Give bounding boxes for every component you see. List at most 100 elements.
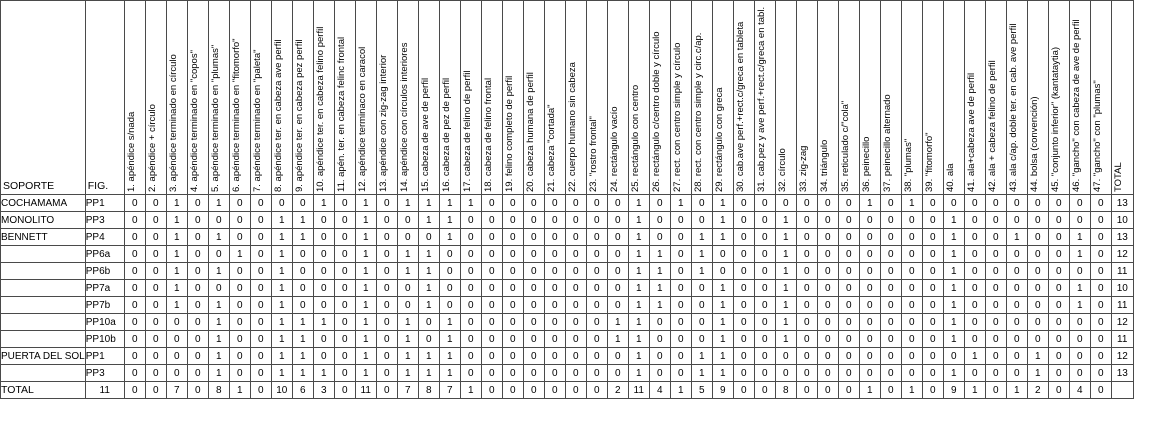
cell-attribute-31[interactable]: 0 bbox=[753, 245, 776, 263]
cell-attribute-18[interactable]: 0 bbox=[480, 296, 503, 314]
cell-attribute-42[interactable]: 0 bbox=[984, 245, 1007, 263]
cell-attribute-1[interactable]: 0 bbox=[123, 347, 146, 365]
cell-attribute-15[interactable]: 1 bbox=[417, 279, 440, 297]
cell-attribute-7[interactable]: 0 bbox=[249, 381, 272, 399]
cell-attribute-10[interactable]: 0 bbox=[312, 347, 335, 365]
cell-attribute-28[interactable]: 1 bbox=[690, 245, 713, 263]
cell-attribute-31[interactable]: 0 bbox=[753, 381, 776, 399]
cell-attribute-38[interactable]: 0 bbox=[900, 330, 923, 348]
cell-attribute-37[interactable]: 0 bbox=[879, 330, 902, 348]
cell-attribute-47[interactable]: 0 bbox=[1089, 347, 1112, 365]
cell-attribute-30[interactable]: 0 bbox=[732, 194, 755, 212]
cell-attribute-44[interactable]: 0 bbox=[1026, 245, 1049, 263]
cell-attribute-46[interactable]: 1 bbox=[1068, 279, 1091, 297]
cell-attribute-5[interactable]: 1 bbox=[207, 228, 230, 246]
cell-attribute-5[interactable]: 8 bbox=[207, 381, 230, 399]
cell-attribute-2[interactable]: 0 bbox=[144, 313, 167, 331]
cell-attribute-41[interactable]: 0 bbox=[963, 364, 986, 382]
cell-attribute-12[interactable]: 1 bbox=[354, 296, 377, 314]
cell-attribute-11[interactable]: 0 bbox=[333, 313, 356, 331]
cell-attribute-7[interactable]: 0 bbox=[249, 262, 272, 280]
cell-attribute-39[interactable]: 0 bbox=[921, 228, 944, 246]
cell-attribute-47[interactable]: 0 bbox=[1089, 262, 1112, 280]
cell-attribute-26[interactable]: 0 bbox=[648, 194, 671, 212]
cell-attribute-15[interactable]: 1 bbox=[417, 211, 440, 229]
cell-attribute-32[interactable]: 1 bbox=[774, 279, 797, 297]
cell-attribute-31[interactable]: 0 bbox=[753, 228, 776, 246]
cell-attribute-37[interactable]: 0 bbox=[879, 347, 902, 365]
cell-attribute-39[interactable]: 0 bbox=[921, 211, 944, 229]
cell-attribute-9[interactable]: 0 bbox=[291, 279, 314, 297]
cell-attribute-9[interactable]: 0 bbox=[291, 245, 314, 263]
cell-row-total[interactable]: 12 bbox=[1110, 313, 1134, 331]
cell-attribute-29[interactable]: 1 bbox=[711, 228, 734, 246]
cell-attribute-28[interactable]: 1 bbox=[690, 347, 713, 365]
cell-attribute-26[interactable]: 1 bbox=[648, 279, 671, 297]
cell-attribute-40[interactable]: 1 bbox=[942, 313, 965, 331]
cell-attribute-39[interactable]: 0 bbox=[921, 194, 944, 212]
cell-attribute-37[interactable]: 0 bbox=[879, 228, 902, 246]
cell-attribute-9[interactable]: 0 bbox=[291, 296, 314, 314]
cell-attribute-24[interactable]: 0 bbox=[606, 364, 629, 382]
cell-attribute-6[interactable]: 0 bbox=[228, 211, 251, 229]
cell-attribute-41[interactable]: 0 bbox=[963, 228, 986, 246]
cell-attribute-11[interactable]: 0 bbox=[333, 279, 356, 297]
cell-attribute-25[interactable]: 1 bbox=[627, 364, 650, 382]
cell-attribute-9[interactable]: 1 bbox=[291, 330, 314, 348]
cell-attribute-14[interactable]: 7 bbox=[396, 381, 419, 399]
cell-attribute-47[interactable]: 0 bbox=[1089, 381, 1112, 399]
cell-attribute-36[interactable]: 0 bbox=[858, 364, 881, 382]
cell-attribute-18[interactable]: 0 bbox=[480, 228, 503, 246]
cell-attribute-18[interactable]: 0 bbox=[480, 330, 503, 348]
cell-attribute-18[interactable]: 0 bbox=[480, 313, 503, 331]
cell-attribute-6[interactable]: 0 bbox=[228, 228, 251, 246]
cell-attribute-24[interactable]: 0 bbox=[606, 279, 629, 297]
cell-attribute-2[interactable]: 0 bbox=[144, 364, 167, 382]
cell-attribute-22[interactable]: 0 bbox=[564, 194, 587, 212]
cell-attribute-20[interactable]: 0 bbox=[522, 313, 545, 331]
cell-attribute-11[interactable]: 0 bbox=[333, 262, 356, 280]
cell-attribute-4[interactable]: 0 bbox=[186, 330, 209, 348]
cell-attribute-14[interactable]: 1 bbox=[396, 330, 419, 348]
cell-attribute-42[interactable]: 0 bbox=[984, 279, 1007, 297]
cell-attribute-13[interactable]: 0 bbox=[375, 262, 398, 280]
cell-attribute-20[interactable]: 0 bbox=[522, 262, 545, 280]
cell-attribute-33[interactable]: 0 bbox=[795, 194, 818, 212]
cell-attribute-10[interactable]: 0 bbox=[312, 296, 335, 314]
cell-attribute-32[interactable]: 0 bbox=[774, 364, 797, 382]
cell-attribute-6[interactable]: 0 bbox=[228, 279, 251, 297]
cell-attribute-3[interactable]: 1 bbox=[165, 279, 188, 297]
cell-support[interactable] bbox=[0, 279, 86, 297]
cell-attribute-29[interactable]: 9 bbox=[711, 381, 734, 399]
cell-attribute-30[interactable]: 0 bbox=[732, 245, 755, 263]
cell-attribute-9[interactable]: 1 bbox=[291, 347, 314, 365]
cell-attribute-24[interactable]: 0 bbox=[606, 211, 629, 229]
cell-attribute-26[interactable]: 0 bbox=[648, 313, 671, 331]
cell-attribute-27[interactable]: 0 bbox=[669, 211, 692, 229]
cell-attribute-12[interactable]: 1 bbox=[354, 313, 377, 331]
cell-row-total[interactable] bbox=[1110, 381, 1134, 399]
cell-attribute-9[interactable]: 1 bbox=[291, 228, 314, 246]
cell-attribute-41[interactable]: 0 bbox=[963, 245, 986, 263]
cell-attribute-7[interactable]: 0 bbox=[249, 211, 272, 229]
cell-attribute-46[interactable]: 0 bbox=[1068, 211, 1091, 229]
cell-attribute-8[interactable]: 1 bbox=[270, 347, 293, 365]
cell-attribute-36[interactable]: 0 bbox=[858, 296, 881, 314]
cell-attribute-36[interactable]: 0 bbox=[858, 279, 881, 297]
cell-support[interactable] bbox=[0, 313, 86, 331]
cell-attribute-6[interactable]: 0 bbox=[228, 296, 251, 314]
cell-attribute-33[interactable]: 0 bbox=[795, 228, 818, 246]
cell-attribute-4[interactable]: 0 bbox=[186, 364, 209, 382]
cell-attribute-17[interactable]: 0 bbox=[459, 330, 482, 348]
cell-attribute-18[interactable]: 0 bbox=[480, 279, 503, 297]
cell-attribute-11[interactable]: 0 bbox=[333, 194, 356, 212]
cell-attribute-45[interactable]: 0 bbox=[1047, 279, 1070, 297]
cell-attribute-6[interactable]: 0 bbox=[228, 330, 251, 348]
cell-attribute-1[interactable]: 0 bbox=[123, 381, 146, 399]
cell-attribute-39[interactable]: 0 bbox=[921, 245, 944, 263]
cell-attribute-34[interactable]: 0 bbox=[816, 194, 839, 212]
cell-attribute-1[interactable]: 0 bbox=[123, 313, 146, 331]
cell-attribute-9[interactable]: 0 bbox=[291, 262, 314, 280]
cell-attribute-34[interactable]: 0 bbox=[816, 313, 839, 331]
cell-attribute-1[interactable]: 0 bbox=[123, 364, 146, 382]
